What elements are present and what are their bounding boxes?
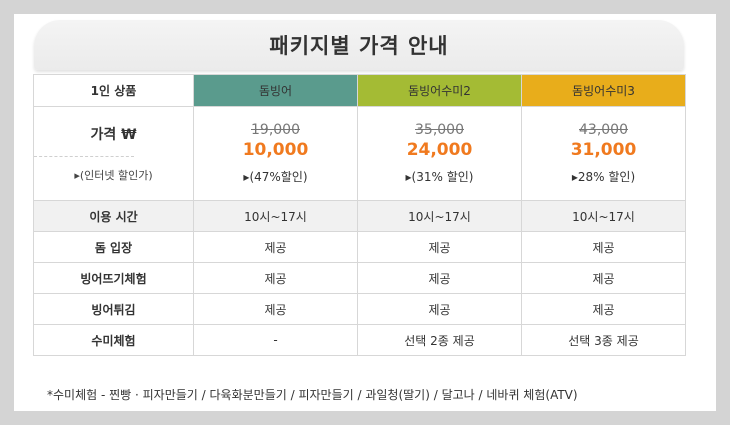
row-label: 수미체험 (33, 324, 194, 356)
row-value: 10시~17시 (521, 200, 686, 232)
row-label: 빙어튀김 (33, 293, 194, 325)
price-cell: 35,000 24,000 ▸(31% 할인) (357, 106, 522, 201)
price-sublabel: ▸(인터넷 할인가) (74, 169, 153, 182)
original-price: 35,000 (415, 122, 464, 138)
price-label: 가격 ₩ (90, 127, 137, 143)
table-row: 돔 입장 제공 제공 제공 (33, 231, 686, 263)
row-value: 제공 (357, 293, 522, 325)
price-table: 1인 상품 돔빙어 돔빙어수미2 돔빙어수미3 가격 ₩ ▸(인터넷 할인가) … (33, 74, 686, 356)
discount-text: ▸(47%할인) (243, 170, 308, 184)
header-row: 1인 상품 돔빙어 돔빙어수미2 돔빙어수미3 (33, 74, 686, 107)
row-label: 이용 시간 (33, 200, 194, 232)
row-value: 제공 (193, 262, 358, 294)
row-value: 선택 2종 제공 (357, 324, 522, 356)
row-value: 10시~17시 (193, 200, 358, 232)
title-bar: 패키지별 가격 안내 (34, 20, 684, 70)
original-price: 43,000 (579, 122, 628, 138)
original-price: 19,000 (251, 122, 300, 138)
row-value: 제공 (357, 231, 522, 263)
row-value: 선택 3종 제공 (521, 324, 686, 356)
sale-price: 31,000 (570, 140, 637, 160)
table-row: 수미체험 - 선택 2종 제공 선택 3종 제공 (33, 324, 686, 356)
discount-text: ▸28% 할인) (571, 170, 636, 184)
discount-text: ▸(31% 할인) (405, 170, 474, 184)
price-cell: 43,000 31,000 ▸28% 할인) (521, 106, 686, 201)
table-row: 빙어튀김 제공 제공 제공 (33, 293, 686, 325)
row-value: 제공 (521, 262, 686, 294)
page-title: 패키지별 가격 안내 (269, 34, 449, 58)
price-label-cell: 가격 ₩ ▸(인터넷 할인가) (33, 106, 194, 201)
table-row: 빙어뜨기체험 제공 제공 제공 (33, 262, 686, 294)
row-value: 제공 (521, 293, 686, 325)
price-card: 패키지별 가격 안내 1인 상품 돔빙어 돔빙어수미2 돔빙어수미3 가격 ₩ … (14, 14, 716, 411)
header-label: 1인 상품 (33, 74, 194, 107)
sale-price: 24,000 (406, 140, 473, 160)
row-value: 제공 (193, 231, 358, 263)
row-label: 빙어뜨기체험 (33, 262, 194, 294)
package-header-dombingeo: 돔빙어 (193, 74, 358, 107)
price-cell: 19,000 10,000 ▸(47%할인) (193, 106, 358, 201)
row-value: 제공 (193, 293, 358, 325)
row-value: 10시~17시 (357, 200, 522, 232)
table-row: 이용 시간 10시~17시 10시~17시 10시~17시 (33, 200, 686, 232)
package-header-sumi3: 돔빙어수미3 (521, 74, 686, 107)
dashed-divider (34, 156, 134, 157)
price-row: 가격 ₩ ▸(인터넷 할인가) 19,000 10,000 ▸(47%할인) 3… (33, 106, 686, 201)
row-value: 제공 (521, 231, 686, 263)
sale-price: 10,000 (242, 140, 309, 160)
row-label: 돔 입장 (33, 231, 194, 263)
row-value: - (193, 324, 358, 356)
package-header-sumi2: 돔빙어수미2 (357, 74, 522, 107)
row-value: 제공 (357, 262, 522, 294)
footnote: *수미체험 - 찐빵 · 피자만들기 / 다육화분만들기 / 피자만들기 / 과… (47, 388, 578, 402)
